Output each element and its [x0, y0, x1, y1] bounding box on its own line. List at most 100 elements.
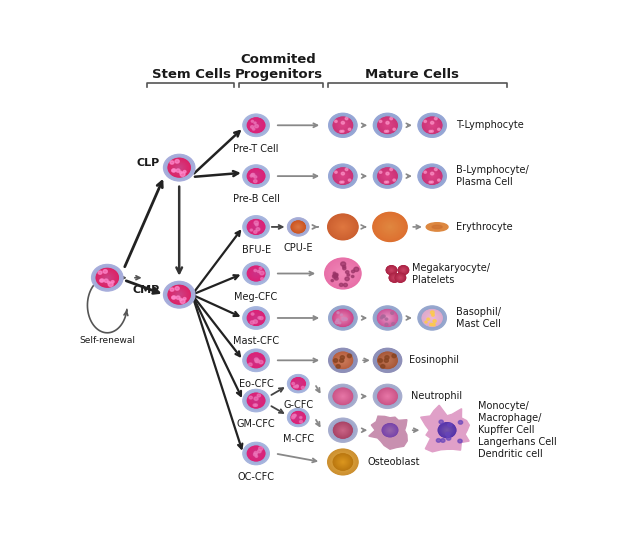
Circle shape	[422, 310, 442, 327]
Circle shape	[386, 395, 389, 398]
Circle shape	[328, 450, 357, 474]
Circle shape	[340, 428, 346, 432]
Circle shape	[447, 437, 451, 440]
Circle shape	[180, 299, 185, 304]
Circle shape	[399, 267, 408, 274]
Circle shape	[399, 267, 408, 273]
Circle shape	[294, 414, 302, 421]
Circle shape	[339, 393, 347, 400]
Circle shape	[384, 122, 391, 129]
Circle shape	[247, 393, 265, 408]
Circle shape	[289, 409, 308, 426]
Circle shape	[342, 395, 344, 397]
Circle shape	[253, 398, 259, 403]
Circle shape	[328, 163, 358, 189]
Circle shape	[387, 428, 392, 432]
Circle shape	[251, 125, 253, 128]
Circle shape	[386, 359, 389, 361]
Circle shape	[100, 272, 114, 283]
Circle shape	[177, 166, 181, 169]
Circle shape	[423, 117, 442, 133]
Circle shape	[293, 379, 303, 388]
Circle shape	[296, 382, 301, 386]
Circle shape	[376, 309, 399, 327]
Circle shape	[439, 420, 444, 424]
Circle shape	[289, 219, 307, 235]
Circle shape	[342, 396, 343, 397]
Circle shape	[247, 118, 265, 133]
Circle shape	[92, 264, 123, 292]
Circle shape	[380, 119, 395, 131]
Circle shape	[254, 272, 258, 275]
Circle shape	[333, 274, 337, 277]
Circle shape	[380, 118, 396, 132]
Circle shape	[426, 120, 438, 131]
Circle shape	[387, 267, 396, 274]
Circle shape	[167, 284, 191, 305]
Circle shape	[339, 427, 347, 433]
Circle shape	[340, 316, 346, 320]
Circle shape	[330, 419, 356, 442]
Circle shape	[254, 174, 259, 178]
Circle shape	[440, 424, 454, 436]
Circle shape	[385, 181, 387, 183]
Circle shape	[333, 272, 336, 274]
Circle shape	[337, 457, 349, 467]
Circle shape	[432, 176, 433, 177]
Circle shape	[250, 222, 262, 232]
Circle shape	[386, 175, 389, 177]
Text: Mast-CFC: Mast-CFC	[233, 336, 279, 346]
Circle shape	[243, 307, 269, 329]
Circle shape	[398, 266, 409, 275]
Circle shape	[337, 170, 349, 182]
Circle shape	[385, 359, 390, 362]
Circle shape	[335, 312, 350, 324]
Circle shape	[103, 274, 111, 281]
Circle shape	[245, 264, 267, 283]
Circle shape	[383, 173, 392, 179]
Circle shape	[419, 114, 445, 137]
Circle shape	[254, 316, 258, 320]
Circle shape	[341, 460, 345, 464]
Circle shape	[328, 214, 358, 240]
Circle shape	[338, 392, 348, 401]
Circle shape	[291, 411, 305, 424]
Circle shape	[243, 349, 269, 372]
Circle shape	[422, 117, 442, 134]
Circle shape	[249, 221, 263, 233]
Circle shape	[337, 356, 348, 365]
Circle shape	[330, 451, 356, 473]
Circle shape	[253, 358, 259, 362]
Circle shape	[338, 356, 348, 365]
Circle shape	[334, 389, 351, 404]
Circle shape	[168, 285, 190, 304]
Circle shape	[332, 387, 353, 405]
Circle shape	[248, 266, 264, 280]
Circle shape	[248, 169, 264, 183]
Circle shape	[165, 283, 193, 307]
Circle shape	[111, 280, 114, 283]
Circle shape	[104, 275, 111, 280]
Circle shape	[392, 354, 396, 358]
Circle shape	[339, 173, 347, 179]
Circle shape	[422, 117, 442, 134]
Circle shape	[389, 430, 390, 431]
Circle shape	[296, 225, 300, 229]
Circle shape	[294, 224, 302, 230]
Circle shape	[246, 218, 266, 235]
Circle shape	[328, 113, 358, 138]
Circle shape	[94, 267, 120, 289]
Circle shape	[448, 423, 452, 427]
Circle shape	[293, 379, 303, 388]
Circle shape	[340, 316, 346, 321]
Circle shape	[249, 312, 263, 324]
Circle shape	[250, 175, 253, 177]
Circle shape	[424, 169, 440, 183]
Circle shape	[107, 277, 108, 278]
Circle shape	[253, 452, 259, 455]
Circle shape	[254, 270, 257, 272]
Circle shape	[298, 383, 299, 384]
Circle shape	[385, 124, 390, 127]
Circle shape	[254, 174, 259, 178]
Circle shape	[242, 262, 270, 285]
